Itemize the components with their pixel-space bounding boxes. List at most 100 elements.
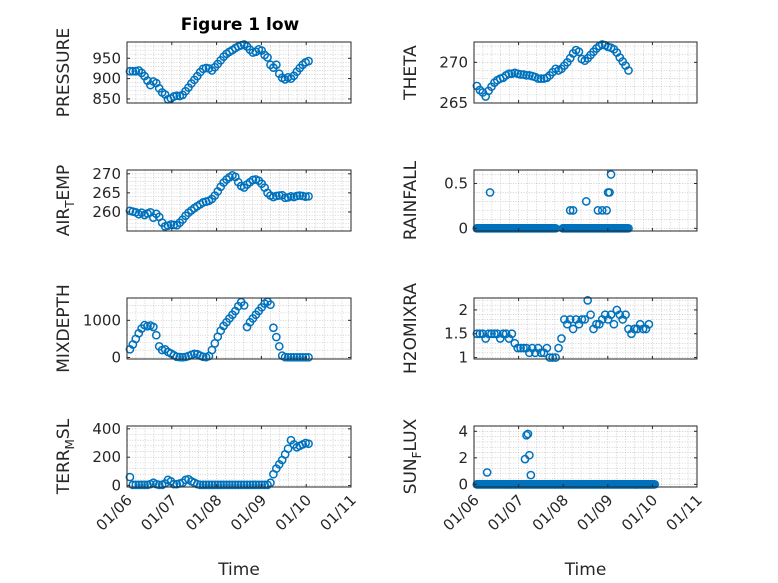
panel-mixdepth-point <box>274 342 284 351</box>
panel-terr-msl-point <box>169 479 179 489</box>
panel-h2omixra-point <box>638 324 648 334</box>
panel-terr-msl-point <box>213 480 223 490</box>
panel-h2omixra-point <box>542 343 552 353</box>
panel-terr-msl-point <box>195 480 205 490</box>
panel-h2omixra-point <box>644 319 654 329</box>
panel-h2omixra-point <box>577 315 587 324</box>
panel-h2omixra-point <box>580 315 590 324</box>
panel-sun-flux-ytick-label: 4 <box>458 422 468 440</box>
panel-sun-flux-ylabel-subscript: F <box>410 451 424 458</box>
panel-air-temp-ytick-label: 260 <box>92 203 121 221</box>
panel-terr-msl-point <box>137 480 146 490</box>
panel-air-temp-ytick-label: 270 <box>92 165 121 183</box>
panel-mixdepth-point <box>292 352 302 362</box>
panel-sun-flux-point <box>522 430 531 440</box>
panel-mixdepth-point <box>295 352 305 362</box>
panel-air-temp-point <box>295 191 305 200</box>
panel-terr-msl-point <box>239 480 249 490</box>
panel-terr-msl-point <box>140 480 149 490</box>
panel-terr-msl-ytick-label: 200 <box>92 448 121 466</box>
panel-h2omixra-point <box>565 315 575 324</box>
panel-sun-flux-xlabel: Time <box>564 560 607 580</box>
panel-mixdepth-point <box>269 323 278 333</box>
panel-rainfall-point <box>593 206 603 215</box>
panel-terr-msl-ylabel: TERRMSL <box>54 418 77 495</box>
panel-mixdepth-point <box>189 349 199 359</box>
panel-air-temp-ytick-label: 265 <box>92 184 121 202</box>
panel-sun-flux-point <box>650 479 660 489</box>
panel-air-temp-ylabel-rest: EMP <box>54 165 74 201</box>
panel-terr-msl-point <box>233 480 243 490</box>
panel-terr-msl-axes-box <box>126 425 352 488</box>
panel-h2omixra-point <box>536 348 546 358</box>
panel-terr-msl-point <box>228 480 237 490</box>
panel-h2omixra-point <box>548 353 558 362</box>
panel-rainfall-background <box>474 170 697 231</box>
panel-mixdepth-point <box>151 330 161 340</box>
panel-rainfall-ylabel: RAINFALL <box>401 160 421 240</box>
panel-terr-msl-point <box>207 480 217 490</box>
panel-pressure-ylabel: PRESSURE <box>54 28 74 117</box>
panel-h2omixra-point <box>519 343 528 353</box>
panel-sun-flux-xtick-label: 01/09 <box>573 491 616 534</box>
panel-h2omixra-point <box>484 329 493 339</box>
panel-h2omixra-point <box>606 310 616 320</box>
panel-mixdepth-point <box>198 352 208 362</box>
panel-rainfall-point <box>568 206 578 215</box>
panel-theta-axes-box <box>473 41 698 104</box>
panel-h2omixra-point <box>609 319 619 329</box>
panel-sun-flux-ylabel: SUNFLUX <box>401 418 424 494</box>
panel-theta-ytick-label: 270 <box>439 53 468 71</box>
panel-rainfall-point <box>602 206 611 215</box>
panel-air-temp-ylabel-subscript: T <box>63 200 77 209</box>
panel-pressure-point <box>128 66 138 76</box>
panel-terr-msl-point <box>242 480 252 490</box>
panel-terr-msl-xlabel: Time <box>217 560 260 580</box>
panel-rainfall-point <box>565 206 575 215</box>
panel-pressure-background <box>127 42 351 103</box>
panel-pressure: 850 900 950 PRESSURE <box>54 28 352 117</box>
panel-mixdepth-point <box>304 352 313 362</box>
panel-sun-flux-point <box>526 470 536 480</box>
panel-h2omixra-background <box>474 298 697 359</box>
panel-h2omixra-ylabel: H2OMIXRA <box>401 283 421 374</box>
panel-mixdepth-point <box>149 322 158 332</box>
panel-sun-flux: 0 2 4 01/06 01/07 01/08 01/09 01/10 01/11 SUNFLUX… <box>401 418 706 580</box>
panel-theta-point <box>624 66 633 75</box>
panel-theta-point <box>516 70 525 79</box>
panel-theta-point <box>533 74 543 83</box>
panel-sun-flux-markers <box>472 429 660 489</box>
panel-air-temp-ylabel: AIRTEMP <box>54 165 77 236</box>
panel-mixdepth-point <box>283 352 293 362</box>
panel-terr-msl-point <box>219 480 228 490</box>
panel-mixdepth-point <box>178 352 187 362</box>
panel-terr-msl-ylabel-subscript: M <box>63 439 77 449</box>
panel-theta-point <box>574 47 584 57</box>
panel-terr-msl-background <box>127 426 351 487</box>
panel-mixdepth-markers <box>125 297 313 362</box>
panel-sun-flux-point <box>525 450 534 460</box>
panel-theta-ytick-label: 265 <box>439 94 468 112</box>
panel-air-temp-point <box>248 175 258 185</box>
panel-h2omixra-point <box>586 310 595 320</box>
panel-theta-point <box>536 74 546 83</box>
panel-sun-flux-ylabel-rest: LUX <box>401 418 421 451</box>
panel-sun-flux-xtick-label: 01/11 <box>663 491 706 534</box>
panel-rainfall-point <box>605 188 614 197</box>
panel-terr-msl-xtick-label: 01/08 <box>182 491 225 534</box>
panel-terr-msl-xtick-label: 01/11 <box>317 491 360 534</box>
panel-terr-msl-xtick-label: 01/07 <box>137 491 180 534</box>
panel-terr-msl-point <box>245 480 255 490</box>
panel-pressure-point <box>125 66 135 76</box>
panel-theta-point <box>522 70 531 80</box>
panel-h2omixra-point <box>507 329 517 339</box>
panel-h2omixra-axes-box <box>473 297 698 360</box>
panel-pressure-point <box>271 60 281 70</box>
panel-terr-msl-point <box>251 480 261 490</box>
panel-mixdepth-ylabel: MIXDEPTH <box>54 284 74 373</box>
panel-mixdepth-ytick-label: 1000 <box>83 311 121 329</box>
panel-h2omixra-point <box>490 329 499 339</box>
panel-mixdepth-ytick-label: 0 <box>111 349 121 367</box>
panel-h2omixra-point <box>513 343 523 353</box>
